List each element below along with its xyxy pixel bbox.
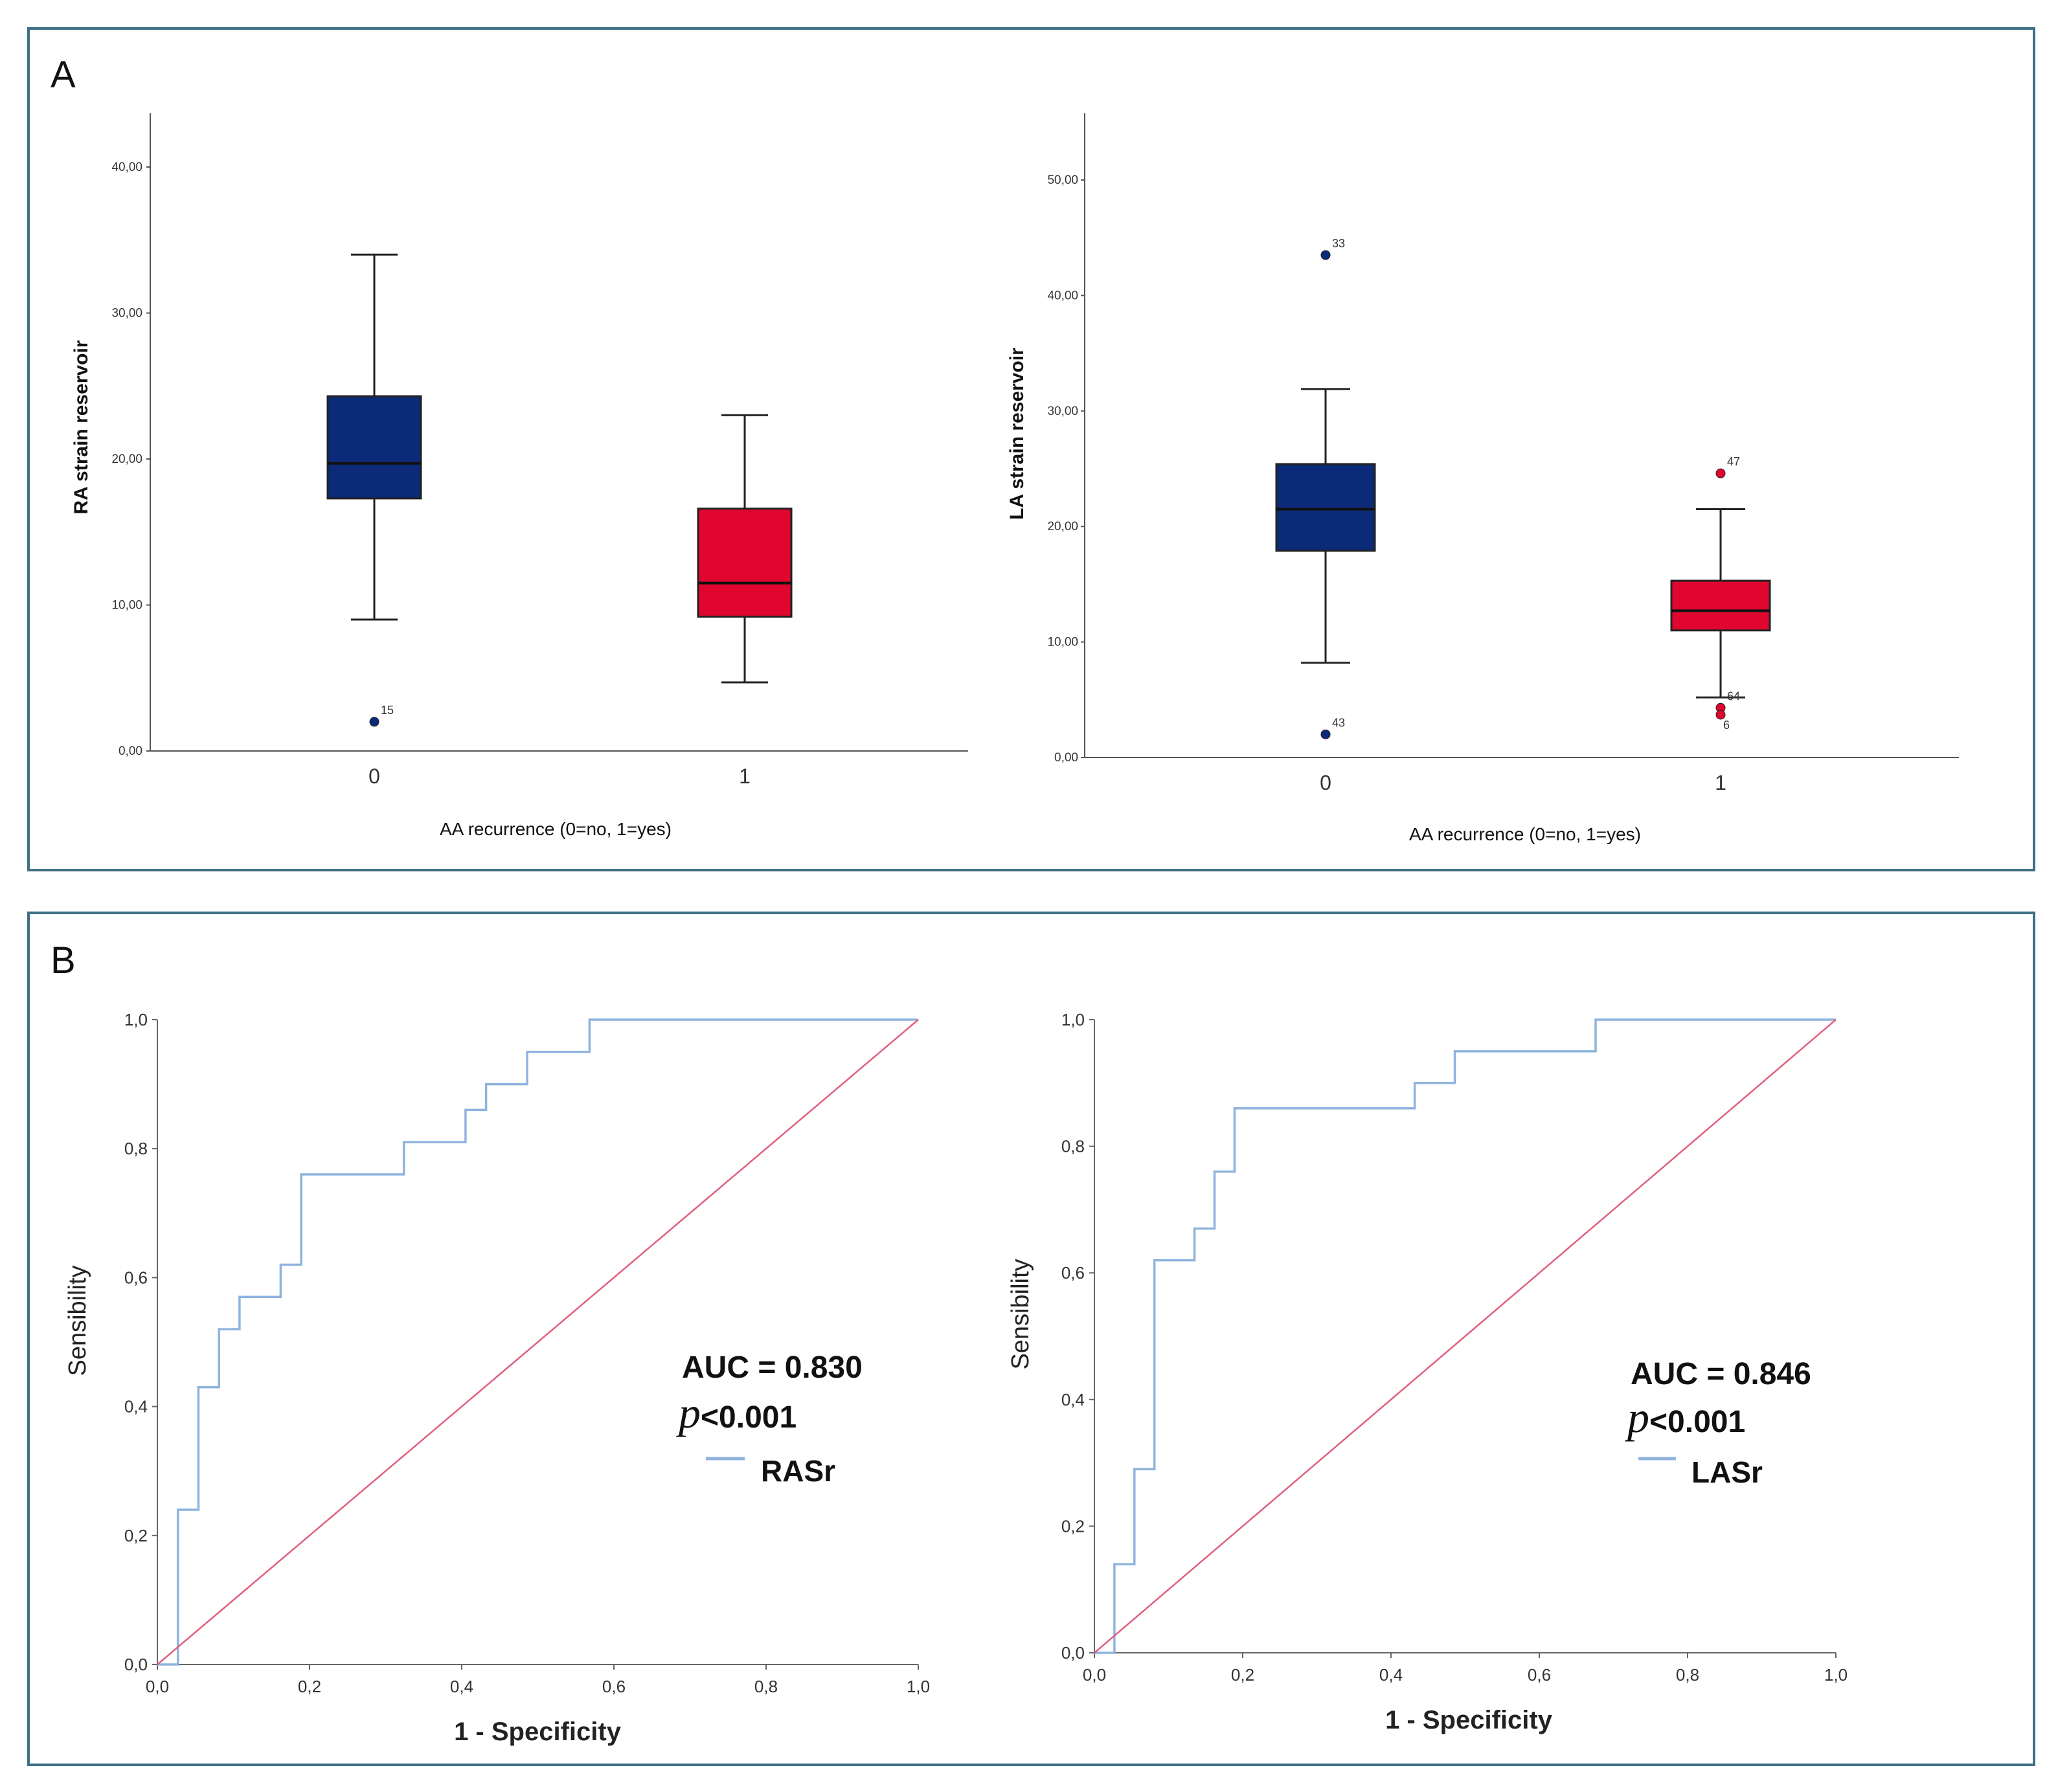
box-group-0	[1275, 463, 1376, 552]
category-tick-label: 0	[368, 765, 380, 788]
x-tick-label: 1,0	[1824, 1665, 1848, 1685]
y-tick-label: 0,00	[119, 745, 142, 758]
x-axis-label: AA recurrence (0=no, 1=yes)	[440, 819, 672, 839]
y-tick-label: 40,00	[1047, 289, 1078, 302]
y-tick-label: 20,00	[111, 453, 142, 466]
category-tick-label: 0	[1320, 771, 1331, 794]
y-tick-label: 0,0	[1061, 1643, 1085, 1663]
category-tick-label: 1	[1715, 771, 1726, 794]
lasr-roc-chart: 0,00,0 0,2 0,2 0,4 0,4 0,6 0,6 0,8 0,8 1,0 1,0 1 - …	[1007, 1010, 1848, 1734]
x-axis-label: 1 - Specificity	[454, 1718, 622, 1746]
x-tick-label: 0,0	[1083, 1665, 1106, 1685]
y-tick-label: 0,0	[124, 1655, 148, 1674]
panel-b-frame	[27, 912, 2035, 1766]
legend-label: RASr	[761, 1454, 835, 1488]
y-tick-label: 30,00	[1047, 405, 1078, 418]
x-tick-label: 0,4	[1379, 1665, 1403, 1685]
outlier-point	[1320, 250, 1331, 260]
y-tick-label: 0,4	[124, 1397, 148, 1417]
y-tick-label: 0,8	[124, 1139, 148, 1158]
outlier-label: 6	[1723, 719, 1730, 732]
y-tick-label: 1,0	[124, 1010, 148, 1029]
y-tick-label: 0,6	[1061, 1263, 1085, 1282]
x-axis-label: 1 - Specificity	[1385, 1706, 1553, 1734]
x-tick-label: 0,0	[146, 1677, 169, 1696]
y-tick-label: 40,00	[111, 161, 142, 174]
box-group-1	[697, 508, 793, 618]
x-tick-label: 0,6	[1528, 1665, 1551, 1685]
p-value-annotation: p<0.001	[1625, 1393, 1745, 1442]
la-strain-boxplot: 0,00 10,00 20,00 30,00 40,00 50,00 LA strain r…	[1006, 113, 1959, 844]
panel-b-letter: B	[51, 939, 76, 981]
outlier-point	[1715, 710, 1726, 720]
p-value-annotation: p<0.001	[676, 1388, 797, 1437]
y-tick-label: 0,8	[1061, 1137, 1085, 1156]
outlier-label: 43	[1332, 716, 1345, 729]
y-tick-label: 0,2	[1061, 1516, 1085, 1536]
legend-label: LASr	[1691, 1455, 1763, 1489]
box-group-1	[1670, 579, 1771, 632]
y-axis-label: Sensibility	[64, 1265, 91, 1376]
outlier-label: 33	[1332, 237, 1345, 250]
ra-strain-boxplot: 0,00 10,00 20,00 30,00 40,00 RA strain reserv…	[71, 113, 968, 839]
y-axis-label: LA strain reservoir	[1006, 348, 1028, 520]
panel-a-frame	[27, 27, 2035, 871]
x-tick-label: 1,0	[907, 1677, 930, 1696]
outlier-point	[1715, 468, 1726, 478]
y-tick-label: 10,00	[1047, 636, 1078, 649]
y-axis-label: Sensibility	[1007, 1259, 1034, 1369]
x-tick-label: 0,8	[754, 1677, 778, 1696]
p-value-text: <0.001	[701, 1400, 797, 1435]
y-tick-label: 0,00	[1054, 751, 1078, 765]
roc-curve-rasr	[157, 1018, 918, 1666]
x-axis-label: AA recurrence (0=no, 1=yes)	[1409, 824, 1641, 844]
y-tick-label: 1,0	[1061, 1010, 1085, 1029]
outlier-point	[369, 717, 379, 727]
outlier-label: 64	[1727, 689, 1740, 702]
x-tick-label: 0,2	[298, 1677, 321, 1696]
y-tick-label: 50,00	[1047, 174, 1078, 187]
panel-a-letter: A	[51, 54, 76, 96]
category-tick-label: 1	[739, 765, 751, 788]
y-tick-label: 0,6	[124, 1268, 148, 1287]
y-tick-label: 0,4	[1061, 1390, 1085, 1409]
outlier-point	[1320, 729, 1331, 739]
outlier-label: 47	[1727, 455, 1740, 468]
auc-annotation: AUC = 0.846	[1631, 1357, 1811, 1391]
x-tick-label: 0,2	[1231, 1665, 1254, 1685]
x-tick-label: 0,8	[1676, 1665, 1699, 1685]
outlier-label: 15	[381, 704, 394, 717]
y-tick-label: 30,00	[111, 307, 142, 320]
x-tick-label: 0,6	[602, 1677, 626, 1696]
rasr-roc-chart: 0,0 0,0 0,2 0,2 0,4 0,4 0,6 0,6 0,8 0,8 1,0 1,0 1 - …	[64, 1010, 930, 1746]
reference-diagonal-line	[157, 1019, 919, 1665]
p-symbol: p	[676, 1388, 701, 1437]
p-symbol: p	[1625, 1393, 1649, 1442]
y-tick-label: 0,2	[124, 1526, 148, 1545]
x-tick-label: 0,4	[450, 1677, 473, 1696]
roc-curve-lasr	[1094, 1018, 1836, 1654]
y-tick-label: 10,00	[111, 599, 142, 612]
box-group-0	[326, 395, 422, 500]
y-axis-label: RA strain reservoir	[71, 340, 92, 514]
reference-diagonal-line	[1094, 1019, 1837, 1653]
y-tick-label: 20,00	[1047, 520, 1078, 533]
p-value-text: <0.001	[1649, 1405, 1745, 1439]
auc-annotation: AUC = 0.830	[682, 1350, 863, 1385]
